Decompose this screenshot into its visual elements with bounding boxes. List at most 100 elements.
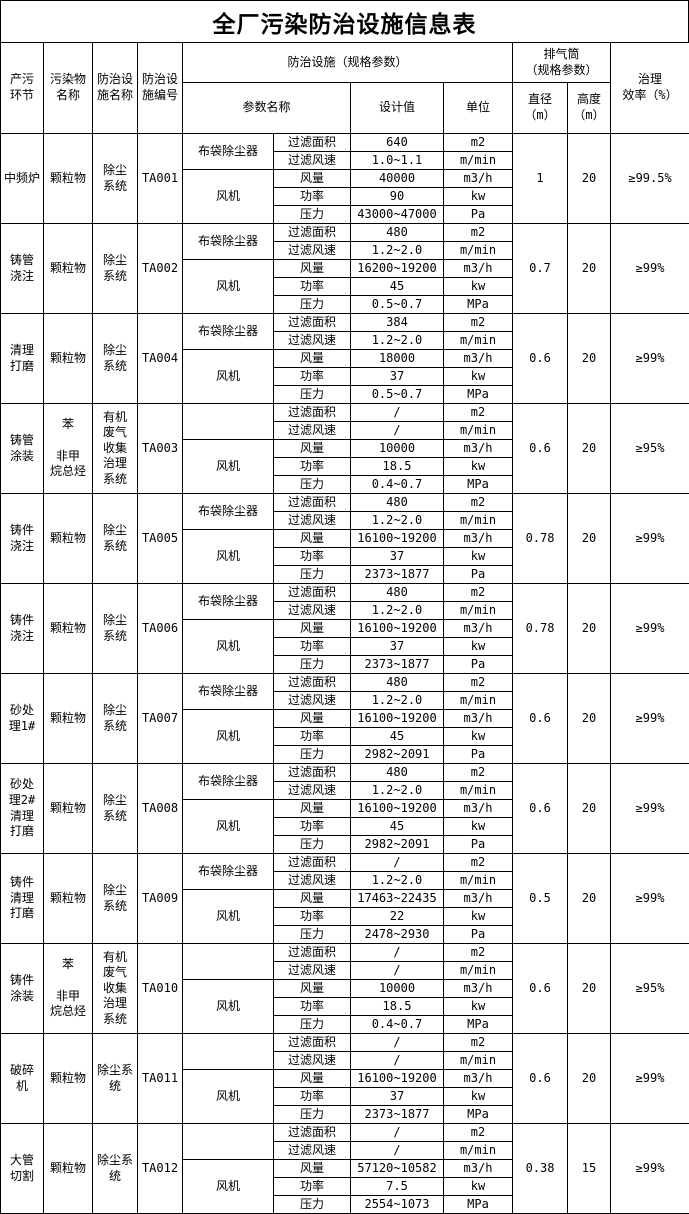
- param-name-cell: 过滤面积: [274, 674, 351, 692]
- pollutant-cell: 颗粒物: [44, 224, 93, 314]
- device-cell-collector: 布袋除尘器: [183, 764, 274, 800]
- param-value-cell: 40000: [351, 170, 444, 188]
- param-unit-cell: m3/h: [444, 890, 513, 908]
- stack-height-cell: 20: [568, 1034, 611, 1124]
- param-name-cell: 过滤面积: [274, 134, 351, 152]
- param-unit-cell: MPa: [444, 296, 513, 314]
- param-name-cell: 压力: [274, 1106, 351, 1124]
- stack-height-cell: 20: [568, 764, 611, 854]
- param-unit-cell: kw: [444, 458, 513, 476]
- stack-diameter-cell: 0.6: [513, 1034, 568, 1124]
- facility-name-cell: 除尘系 统: [93, 1034, 138, 1124]
- param-name-cell: 过滤风速: [274, 422, 351, 440]
- table-row: 破碎 机 颗粒物 除尘系 统 TA011 过滤面积 / m2 0.6 20 ≥9…: [1, 1034, 689, 1052]
- param-name-cell: 过滤面积: [274, 854, 351, 872]
- pollutant-cell: 颗粒物: [44, 764, 93, 854]
- param-name-cell: 压力: [274, 836, 351, 854]
- param-value-cell: /: [351, 962, 444, 980]
- param-unit-cell: m3/h: [444, 980, 513, 998]
- param-value-cell: 0.5~0.7: [351, 386, 444, 404]
- efficiency-cell: ≥99.5%: [611, 134, 689, 224]
- pollutant-cell: 颗粒物: [44, 314, 93, 404]
- param-unit-cell: Pa: [444, 836, 513, 854]
- param-unit-cell: kw: [444, 998, 513, 1016]
- param-value-cell: 45: [351, 818, 444, 836]
- param-unit-cell: m2: [444, 764, 513, 782]
- param-name-cell: 过滤风速: [274, 782, 351, 800]
- device-cell-collector: [183, 1034, 274, 1070]
- device-cell-collector: 布袋除尘器: [183, 584, 274, 620]
- param-name-cell: 过滤面积: [274, 1124, 351, 1142]
- facility-name-cell: 除尘 系统: [93, 764, 138, 854]
- table-row: 铸管 涂装 苯 非甲 烷总烃 有机 废气 收集 治理 系统 TA003 过滤面积…: [1, 404, 689, 422]
- stack-height-cell: 20: [568, 584, 611, 674]
- param-value-cell: 16100~19200: [351, 800, 444, 818]
- param-value-cell: 1.2~2.0: [351, 782, 444, 800]
- col-header-facility-name: 防治设 施名称: [93, 43, 138, 134]
- col-header-pollutant: 污染物 名称: [44, 43, 93, 134]
- process-cell: 铸件 浇注: [1, 494, 44, 584]
- param-unit-cell: kw: [444, 188, 513, 206]
- param-value-cell: /: [351, 404, 444, 422]
- param-value-cell: /: [351, 1034, 444, 1052]
- facility-id-cell: TA002: [138, 224, 183, 314]
- param-unit-cell: m/min: [444, 962, 513, 980]
- device-cell-fan: 风机: [183, 620, 274, 674]
- param-value-cell: 384: [351, 314, 444, 332]
- param-value-cell: 2982~2091: [351, 836, 444, 854]
- param-name-cell: 过滤面积: [274, 494, 351, 512]
- param-name-cell: 风量: [274, 890, 351, 908]
- param-name-cell: 压力: [274, 206, 351, 224]
- param-value-cell: 16100~19200: [351, 1070, 444, 1088]
- param-unit-cell: Pa: [444, 206, 513, 224]
- param-name-cell: 压力: [274, 386, 351, 404]
- param-name-cell: 风量: [274, 1160, 351, 1178]
- param-unit-cell: m2: [444, 1034, 513, 1052]
- col-header-facility-id: 防治设 施编号: [138, 43, 183, 134]
- facility-id-cell: TA009: [138, 854, 183, 944]
- device-cell-collector: 布袋除尘器: [183, 224, 274, 260]
- param-value-cell: 16100~19200: [351, 530, 444, 548]
- param-name-cell: 过滤风速: [274, 602, 351, 620]
- param-name-cell: 过滤风速: [274, 332, 351, 350]
- param-name-cell: 风量: [274, 440, 351, 458]
- param-unit-cell: kw: [444, 1088, 513, 1106]
- param-value-cell: 10000: [351, 440, 444, 458]
- param-name-cell: 过滤风速: [274, 242, 351, 260]
- param-unit-cell: kw: [444, 1178, 513, 1196]
- param-value-cell: 0.4~0.7: [351, 476, 444, 494]
- param-unit-cell: m2: [444, 854, 513, 872]
- param-unit-cell: m3/h: [444, 440, 513, 458]
- param-unit-cell: m2: [444, 494, 513, 512]
- process-cell: 铸件 清理 打磨: [1, 854, 44, 944]
- param-unit-cell: kw: [444, 728, 513, 746]
- device-cell-collector: [183, 944, 274, 980]
- param-value-cell: 2373~1877: [351, 566, 444, 584]
- col-header-facility-specs: 防治设施（规格参数）: [183, 43, 513, 83]
- stack-height-cell: 20: [568, 314, 611, 404]
- param-unit-cell: m2: [444, 1124, 513, 1142]
- param-name-cell: 过滤面积: [274, 764, 351, 782]
- param-value-cell: 1.2~2.0: [351, 512, 444, 530]
- device-cell-fan: 风机: [183, 350, 274, 404]
- facility-id-cell: TA006: [138, 584, 183, 674]
- param-value-cell: 2478~2930: [351, 926, 444, 944]
- param-value-cell: /: [351, 1142, 444, 1160]
- pollutant-cell: 颗粒物: [44, 494, 93, 584]
- param-name-cell: 风量: [274, 710, 351, 728]
- param-unit-cell: kw: [444, 908, 513, 926]
- param-value-cell: 480: [351, 674, 444, 692]
- stack-height-cell: 20: [568, 224, 611, 314]
- param-value-cell: 0.4~0.7: [351, 1016, 444, 1034]
- param-name-cell: 功率: [274, 908, 351, 926]
- param-unit-cell: m3/h: [444, 620, 513, 638]
- col-header-height: 高度 （m）: [568, 83, 611, 134]
- param-value-cell: 2373~1877: [351, 1106, 444, 1124]
- col-header-param-name: 参数名称: [183, 83, 351, 134]
- col-header-diameter: 直径 （m）: [513, 83, 568, 134]
- stack-height-cell: 20: [568, 404, 611, 494]
- param-value-cell: 43000~47000: [351, 206, 444, 224]
- param-unit-cell: m2: [444, 674, 513, 692]
- param-unit-cell: m3/h: [444, 350, 513, 368]
- param-value-cell: 57120~10582: [351, 1160, 444, 1178]
